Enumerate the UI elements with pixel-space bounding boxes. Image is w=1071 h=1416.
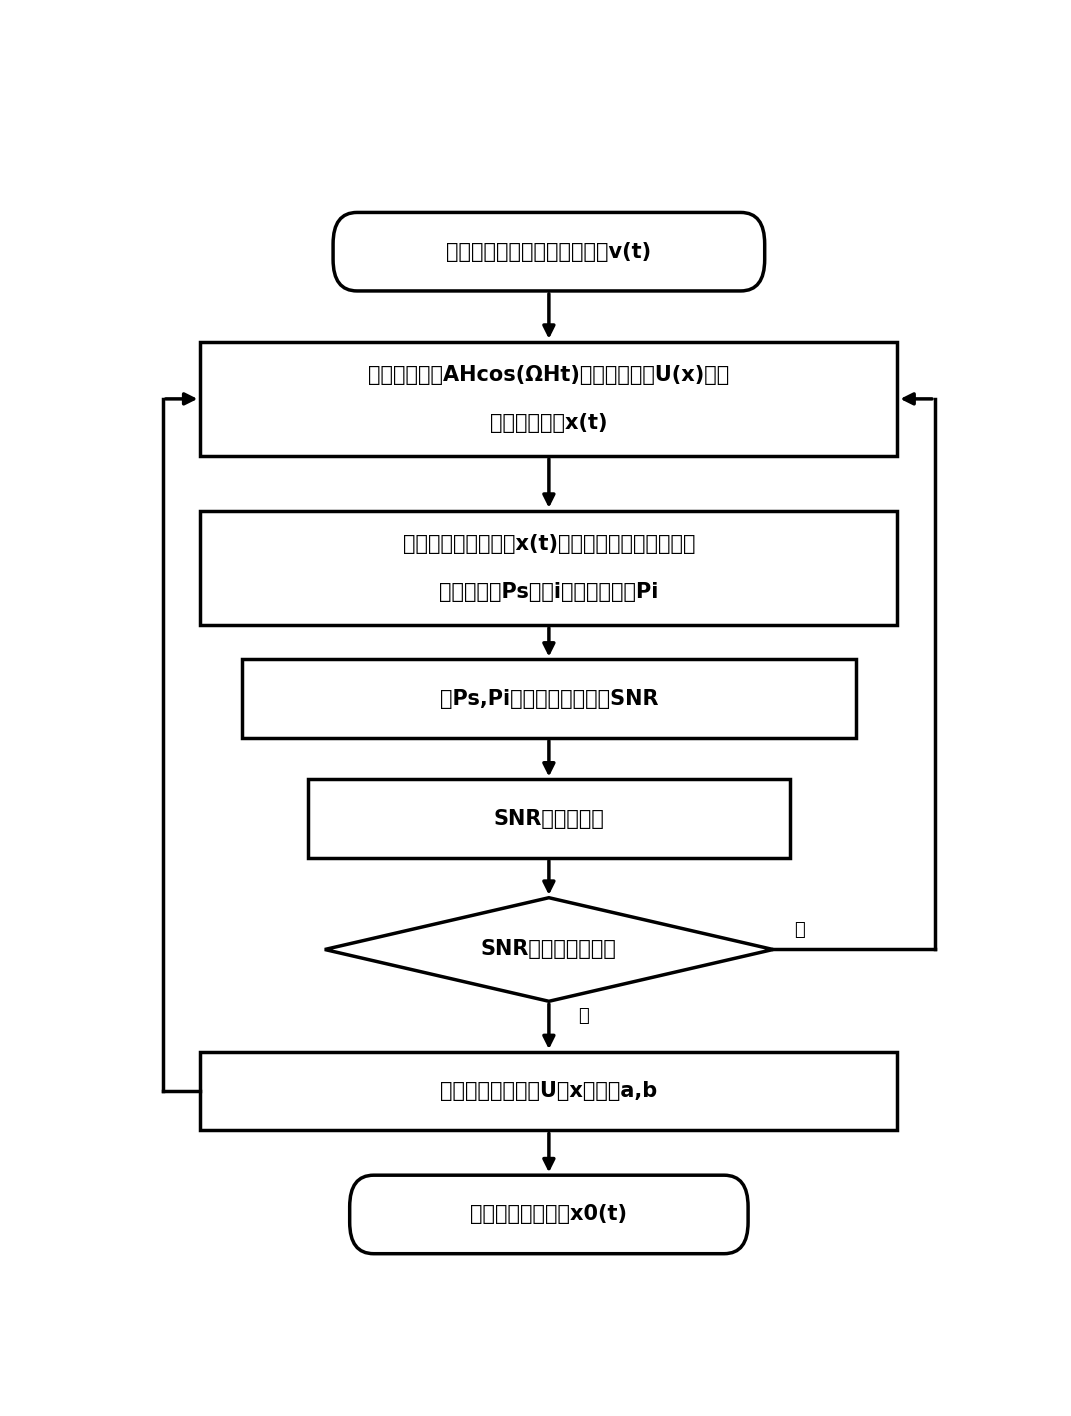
Text: 功率谱幅值Ps和第i个谱线的幅值Pi: 功率谱幅值Ps和第i个谱线的幅值Pi <box>439 582 659 602</box>
Bar <box>200 341 897 456</box>
Bar <box>242 660 856 738</box>
Text: 将Ps,Pi值代入信噪比函数SNR: 将Ps,Pi值代入信噪比函数SNR <box>439 688 659 709</box>
Text: 高频振动信号AHcos(ΩHt)及双稳态函数U(x)调制: 高频振动信号AHcos(ΩHt)及双稳态函数U(x)调制 <box>368 365 729 385</box>
Text: SNR为目标函数: SNR为目标函数 <box>494 809 604 828</box>
Text: SNR是否满足设定值: SNR是否满足设定值 <box>481 939 617 960</box>
Text: 否: 否 <box>578 1007 589 1025</box>
Bar <box>200 1052 897 1130</box>
Text: 传感器提取轴承原始振动信号v(t): 传感器提取轴承原始振动信号v(t) <box>447 242 651 262</box>
Text: 输出早期故障信号x0(t): 输出早期故障信号x0(t) <box>470 1205 628 1225</box>
Text: 是: 是 <box>794 920 804 939</box>
Text: 输出叠加信号x(t): 输出叠加信号x(t) <box>491 413 607 433</box>
Bar <box>200 511 897 624</box>
Bar <box>308 779 789 858</box>
Polygon shape <box>325 898 773 1001</box>
Text: 傅里叶变化获取信号x(t)功率谱，功率谱计算获取: 傅里叶变化获取信号x(t)功率谱，功率谱计算获取 <box>403 534 695 554</box>
FancyBboxPatch shape <box>350 1175 748 1253</box>
Text: 量子遗传算法优化U（x）参数a,b: 量子遗传算法优化U（x）参数a,b <box>440 1082 658 1102</box>
FancyBboxPatch shape <box>333 212 765 290</box>
